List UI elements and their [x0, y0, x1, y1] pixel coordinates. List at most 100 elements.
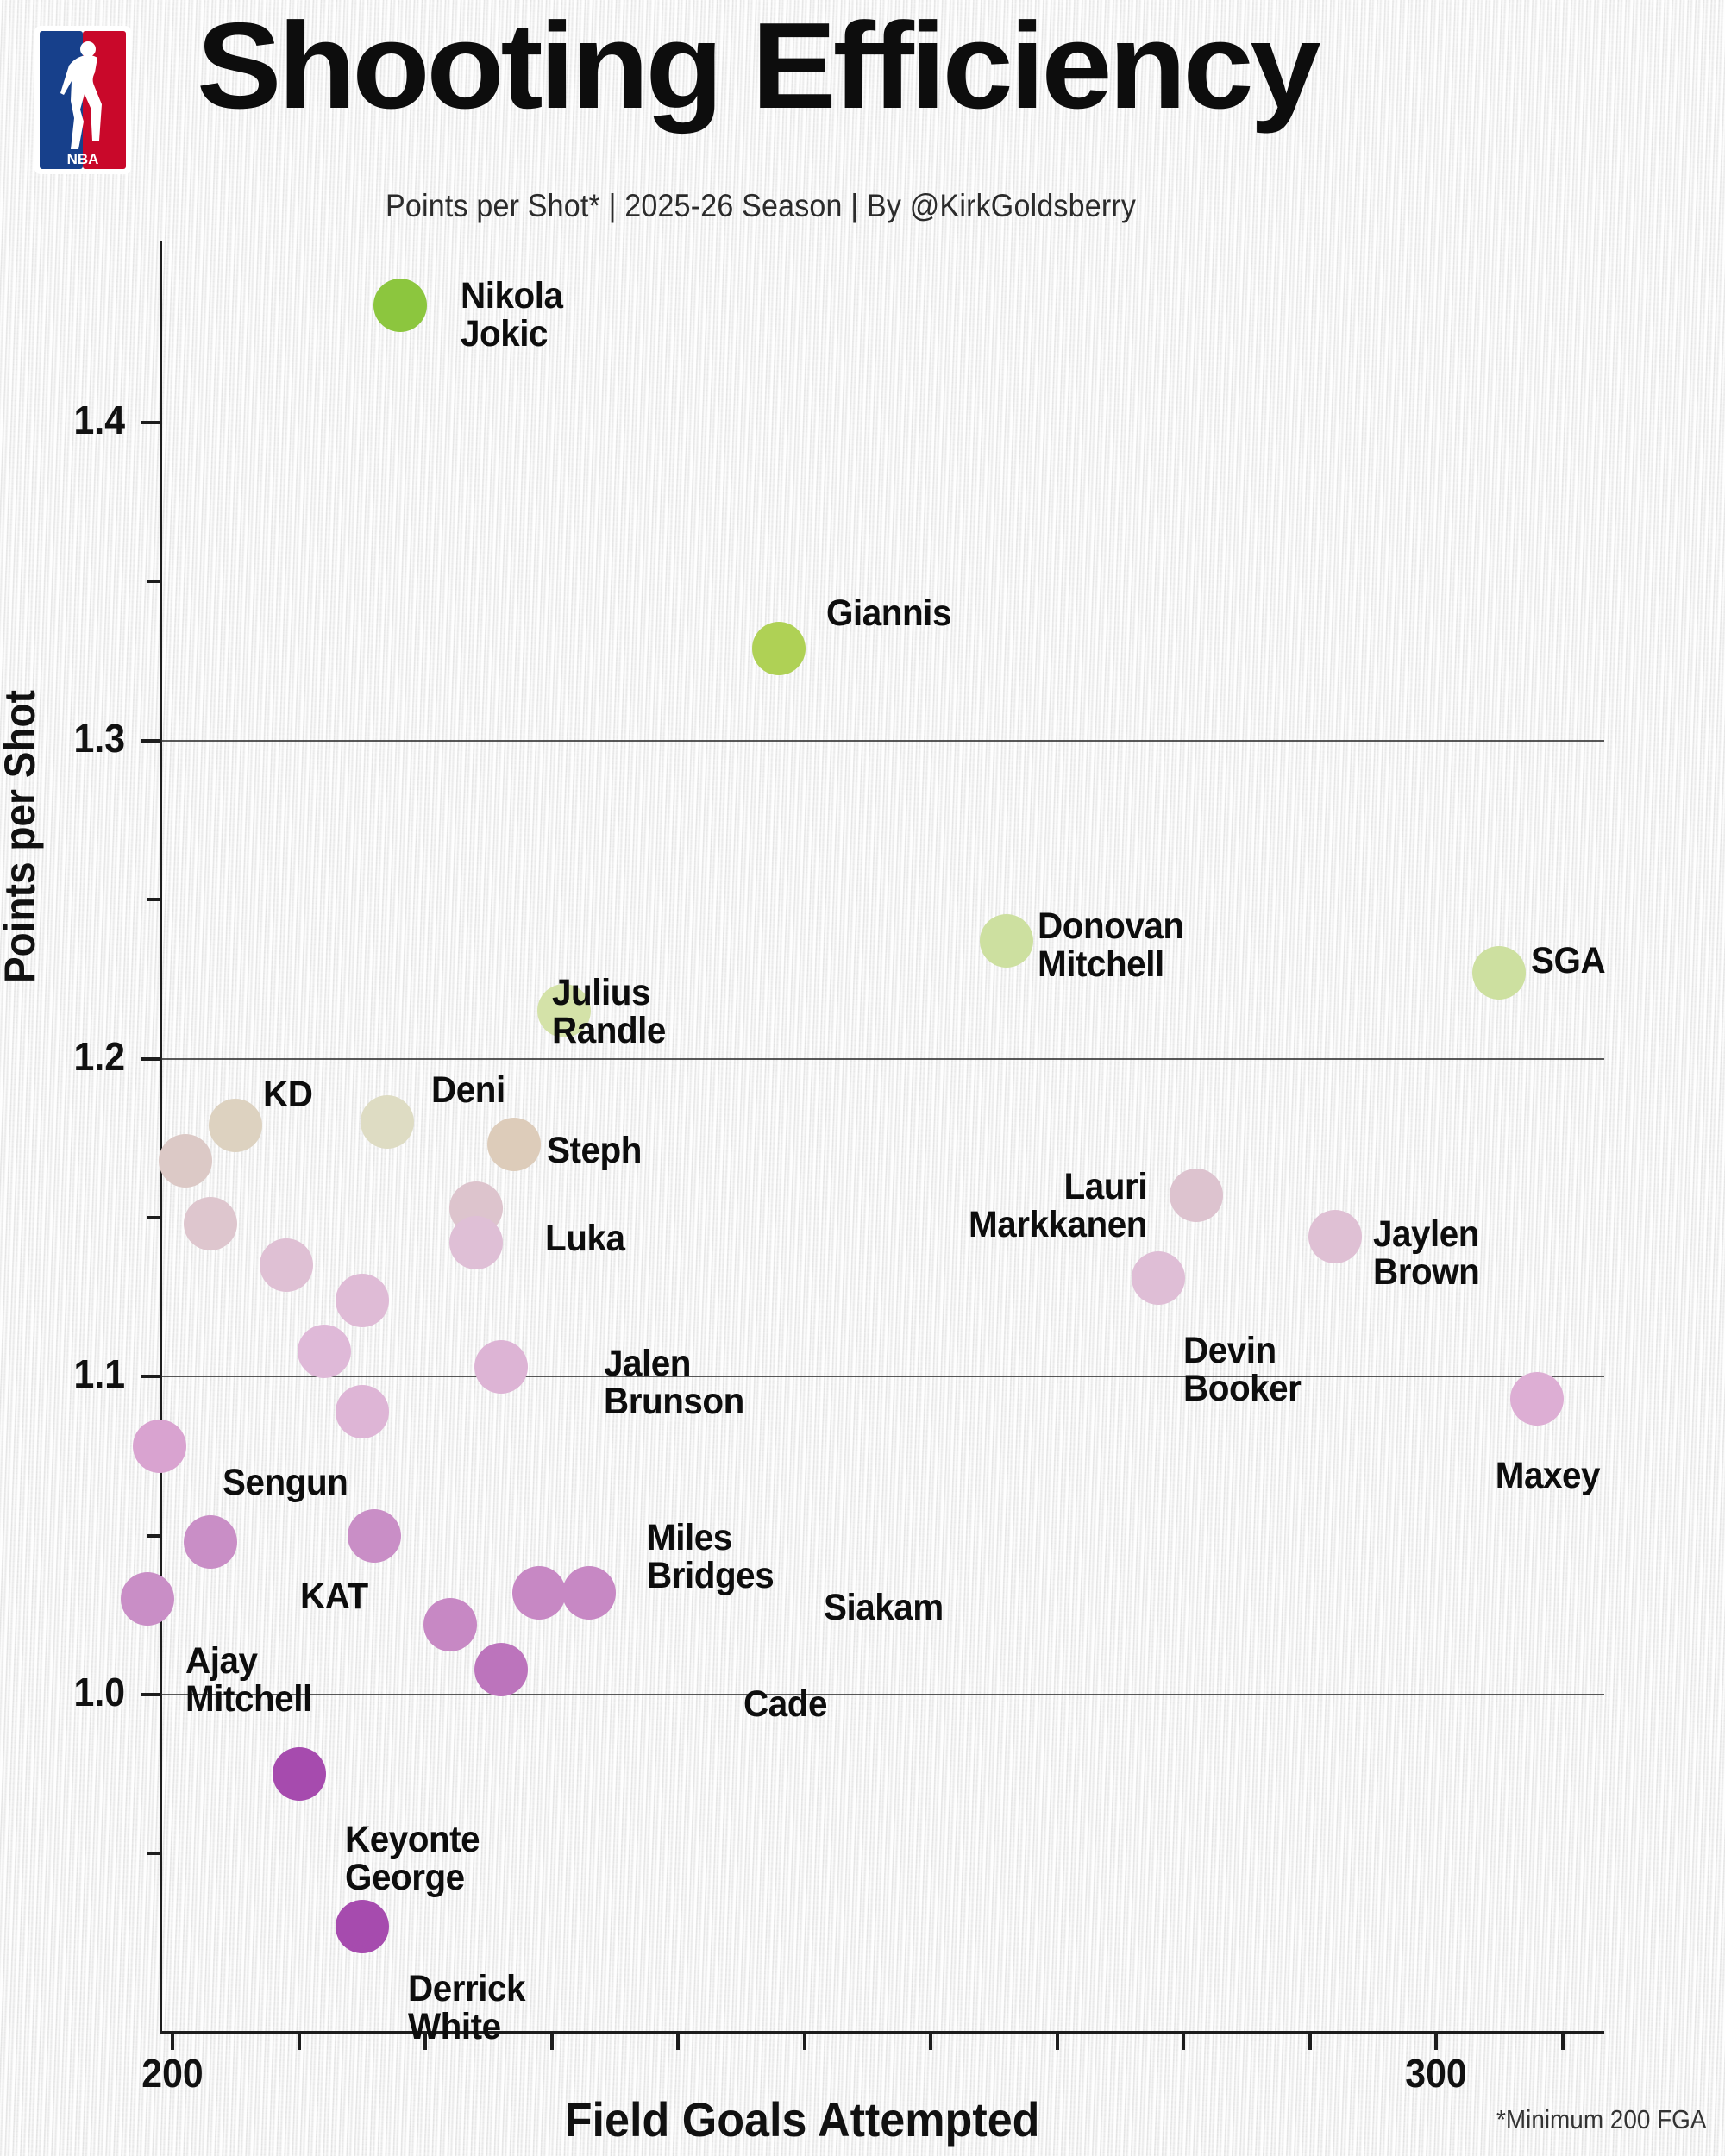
data-point-label-julius-randle: Julius Randle — [552, 972, 1000, 1051]
y-axis-spine — [160, 241, 162, 2031]
label-line: Siakam — [824, 1587, 944, 1628]
data-point-label-luka: Luka — [545, 1218, 994, 1259]
data-point-label-jaylen-brown: Jaylen Brown — [1373, 1213, 1725, 1292]
label-line: Bridges — [647, 1554, 775, 1596]
data-point-unlabeled-4[interactable] — [448, 1216, 503, 1270]
data-point-unlabeled-8[interactable] — [423, 1597, 478, 1651]
label-line: Derrick — [408, 1968, 526, 2009]
data-point-julius-randle[interactable] — [537, 984, 592, 1038]
data-point-unlabeled-2[interactable] — [183, 1197, 237, 1251]
label-line: Ajay — [185, 1640, 258, 1682]
gridline-y-1.0 — [160, 1694, 1604, 1695]
data-point-unlabeled-3[interactable] — [259, 1238, 313, 1293]
label-line: SGA — [1531, 940, 1606, 981]
label-line: Cade — [743, 1683, 827, 1725]
y-tick-1.2 — [141, 1056, 161, 1061]
y-tick-label-1.2: 1.2 — [73, 1033, 125, 1079]
x-tick-260 — [929, 2031, 932, 2050]
x-tick-300 — [1434, 2031, 1438, 2050]
subtitle: Points per Shot* | 2025-26 Season | By @… — [386, 188, 1137, 223]
data-point-kd[interactable] — [209, 1098, 263, 1152]
data-point-unlabeled-9[interactable] — [511, 1566, 566, 1620]
data-point-jalen-brunson[interactable] — [474, 1340, 528, 1395]
data-point-unlabeled-1[interactable] — [158, 1133, 212, 1188]
x-tick-310 — [1560, 2031, 1565, 2050]
x-axis-spine — [160, 2031, 1604, 2034]
data-point-maxey[interactable] — [1510, 1372, 1565, 1426]
data-point-unlabeled-5[interactable] — [335, 1273, 389, 1327]
y-tick-1.0 — [141, 1693, 161, 1696]
label-line: Luka — [545, 1218, 625, 1259]
y-tick-label-1.3: 1.3 — [73, 715, 125, 761]
label-line: Deni — [431, 1069, 505, 1111]
data-point-label-siakam: Siakam — [824, 1589, 1272, 1627]
data-point-deni[interactable] — [361, 1095, 415, 1150]
data-point-label-steph: Steph — [547, 1130, 995, 1171]
label-line: Devin — [1183, 1330, 1276, 1371]
data-point-cade[interactable] — [474, 1642, 528, 1696]
data-point-kat[interactable] — [183, 1515, 237, 1569]
data-point-unlabeled-7[interactable] — [335, 1384, 389, 1438]
label-line: KD — [263, 1074, 313, 1115]
data-point-lauri-markkanen[interactable] — [1169, 1169, 1223, 1223]
data-point-devin-booker[interactable] — [1131, 1250, 1185, 1305]
x-tick-250 — [802, 2031, 806, 2050]
data-point-label-sengun: Sengun — [223, 1462, 671, 1503]
label-line: Julius — [552, 972, 650, 1013]
label-line: Donovan — [1038, 906, 1184, 947]
label-line: Jalen — [604, 1343, 692, 1384]
data-point-label-kat: KAT — [300, 1577, 749, 1616]
label-line: Giannis — [826, 592, 951, 634]
data-point-ajay-mitchell[interactable] — [120, 1572, 174, 1626]
data-point-unlabeled-6[interactable] — [297, 1324, 351, 1378]
data-point-jaylen-brown[interactable] — [1308, 1210, 1362, 1263]
y-tick-label-1.0: 1.0 — [73, 1670, 125, 1714]
data-point-siakam[interactable] — [562, 1566, 617, 1620]
data-point-label-jalen-brunson: Jalen Brunson — [604, 1343, 1052, 1421]
y-tick-1.3 — [141, 738, 161, 743]
data-point-sga[interactable] — [1472, 945, 1527, 1000]
label-line: Mitchell — [1038, 943, 1164, 985]
data-point-steph[interactable] — [486, 1118, 541, 1172]
y-minor-tick-1.15 — [147, 1215, 161, 1219]
x-tick-label-300: 300 — [1405, 2051, 1467, 2096]
data-point-giannis[interactable] — [752, 621, 806, 675]
x-tick-280 — [1182, 2031, 1185, 2050]
label-line: Maxey — [1495, 1455, 1601, 1496]
label-line: Randle — [552, 1009, 666, 1051]
y-tick-label-1.4: 1.4 — [73, 398, 125, 442]
data-point-derrick-white[interactable] — [335, 1900, 389, 1954]
label-line: Sengun — [223, 1462, 348, 1503]
data-point-sengun[interactable] — [133, 1420, 187, 1474]
label-line: Steph — [547, 1130, 642, 1171]
data-point-label-derrick-white: Derrick White — [408, 1968, 856, 2047]
label-line: White — [408, 2005, 501, 2047]
data-point-donovan-mitchell[interactable] — [979, 914, 1033, 968]
label-line: Mitchell — [185, 1677, 312, 1720]
data-point-miles-bridges[interactable] — [348, 1508, 402, 1563]
x-tick-label-200: 200 — [141, 2051, 204, 2096]
label-line: Jokic — [461, 312, 549, 354]
x-tick-200 — [171, 2031, 174, 2050]
data-point-label-cade: Cade — [743, 1683, 1192, 1725]
data-point-keyonte-george[interactable] — [272, 1747, 326, 1802]
gridline-y-1.2 — [160, 1057, 1604, 1060]
svg-text:NBA: NBA — [67, 151, 99, 167]
y-tick-1.1 — [141, 1375, 161, 1379]
data-point-label-lauri-markkanen: Lauri Markkanen — [699, 1168, 1147, 1245]
label-line: Jaylen — [1373, 1213, 1480, 1255]
label-line: Booker — [1183, 1367, 1302, 1409]
nba-logo: NBA — [34, 26, 131, 174]
page-title: Shooting Efficiency — [197, 0, 1321, 135]
y-minor-tick-1.25 — [147, 898, 161, 902]
data-point-label-maxey: Maxey — [1151, 1455, 1601, 1496]
label-line: Markkanen — [969, 1203, 1147, 1245]
label-line: Keyonte — [345, 1819, 480, 1860]
y-minor-tick-1.05 — [147, 1533, 161, 1538]
x-tick-230 — [549, 2031, 554, 2050]
data-point-label-keyonte-george: Keyonte George — [345, 1821, 794, 1897]
gridline-y-1.1 — [160, 1376, 1604, 1378]
data-point-nikola-jokic[interactable] — [373, 278, 427, 332]
label-line: Miles — [647, 1517, 732, 1558]
